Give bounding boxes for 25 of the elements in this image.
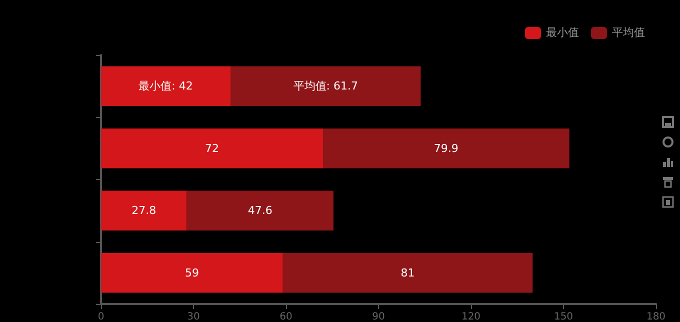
x-tick-label: 30 <box>187 312 200 322</box>
data-label: 平均值: 61.7 <box>293 80 358 93</box>
bar <box>101 128 323 168</box>
bar <box>101 252 283 293</box>
bar <box>101 66 230 106</box>
x-tick-label: 150 <box>554 312 574 322</box>
bar <box>282 252 533 293</box>
data-label: 27.8 <box>132 204 156 218</box>
data-label: 79.9 <box>434 142 458 155</box>
x-tick-label: 60 <box>280 312 292 322</box>
x-tick-label: 0 <box>98 312 104 322</box>
bar <box>101 190 187 231</box>
data-label: 59 <box>184 266 199 280</box>
data-label: 81 <box>400 266 415 280</box>
x-tick-label: 180 <box>646 312 666 322</box>
bar <box>186 190 334 231</box>
bar <box>323 128 570 168</box>
x-tick-label: 90 <box>372 312 385 322</box>
x-tick-label: 120 <box>461 312 481 322</box>
data-label: 47.6 <box>248 204 272 218</box>
legend-label: 最小值 <box>546 26 579 39</box>
bar <box>230 66 421 106</box>
legend-label: 平均值 <box>612 27 645 39</box>
data-label: 72 <box>205 142 219 155</box>
data-label: 最小值: 42 <box>138 80 193 93</box>
